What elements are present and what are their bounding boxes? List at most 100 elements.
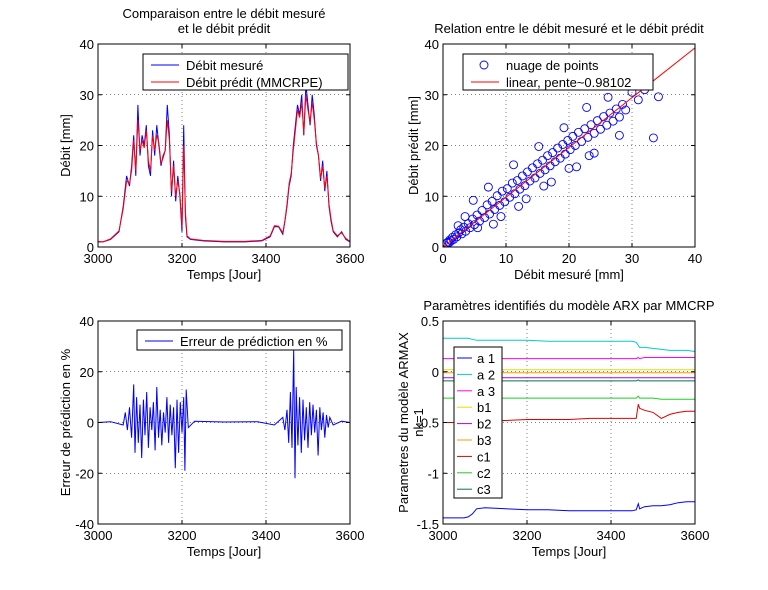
legend-label: c1 — [477, 449, 491, 464]
x-axis-label: Temps [Jour] — [187, 267, 261, 282]
x-tick-label: 3000 — [84, 251, 113, 266]
scatter-point — [502, 184, 512, 194]
x-tick-label: 10 — [499, 251, 513, 266]
x-tick-label: 3600 — [336, 251, 365, 266]
scatter-point — [543, 151, 553, 161]
scatter-point — [507, 178, 517, 188]
scatter-point — [614, 112, 624, 122]
y-tick-label: 0.5 — [421, 314, 439, 329]
scatter-point — [460, 212, 470, 222]
y-tick-label: 0 — [432, 365, 439, 380]
scatter-point — [521, 194, 531, 204]
x-tick-label: 30 — [625, 251, 639, 266]
y-tick-label: -20 — [75, 466, 94, 481]
y-tick-label: -0.5 — [417, 416, 439, 431]
y-tick-label: -40 — [75, 517, 94, 532]
y-tick-label: 30 — [80, 88, 94, 103]
scatter-point — [605, 108, 615, 118]
scatter-point — [548, 148, 558, 158]
series-nuage-de-points — [443, 85, 663, 247]
y-tick-label: -1.5 — [417, 517, 439, 532]
scatter-point — [608, 116, 618, 126]
x-tick-label: 3200 — [168, 251, 197, 266]
y-tick-label: 20 — [80, 365, 94, 380]
legend: Débit mesuré Débit prédit (MMCRPE) — [142, 53, 349, 91]
x-axis-label: Débit mesuré [mm] — [514, 267, 624, 282]
y-tick-label: 30 — [425, 88, 439, 103]
legend-label: Débit prédit (MMCRPE) — [186, 75, 323, 90]
series-line-erreur-de-pr-diction-en- — [98, 348, 350, 479]
x-tick-label: 3600 — [681, 528, 710, 543]
x-tick-label: 3400 — [252, 251, 281, 266]
scatter-point — [572, 162, 582, 172]
x-axis-label: Temps [Jour] — [532, 544, 606, 559]
scatter-point — [564, 163, 574, 173]
y-tick-label: 0 — [87, 416, 94, 431]
scatter-point — [568, 131, 578, 141]
scatter-point — [448, 232, 457, 242]
scatter-point — [522, 167, 532, 177]
legend: Erreur de prédiction en % — [136, 329, 343, 351]
x-axis-label: Temps [Jour] — [187, 544, 261, 559]
y-tick-label: 20 — [425, 139, 439, 154]
panel-error: 3000 3200 3400 3600 -40 -20 0 20 40 Temps [Jour] E… — [58, 314, 364, 559]
legend-label: Débit mesuré — [186, 58, 263, 73]
scatter-point — [586, 120, 596, 130]
scatter-point — [618, 99, 627, 109]
chart-title: Comparaison entre le débit mesuré — [122, 6, 325, 21]
scatter-point — [488, 219, 498, 229]
scatter-point — [580, 124, 590, 134]
chart-title: et le débit prédit — [178, 21, 271, 36]
x-tick-label: 3000 — [84, 528, 113, 543]
y-tick-label: -1 — [427, 466, 439, 481]
legend-label: c2 — [477, 466, 491, 481]
scatter-point — [453, 221, 463, 231]
chart-title: Relation entre le débit mesuré et le déb… — [434, 21, 704, 36]
scatter-point — [633, 95, 643, 105]
scatter-point — [602, 120, 612, 130]
scatter-point — [468, 195, 478, 205]
y-axis-label: nk=1 — [411, 408, 426, 437]
scatter-point — [559, 123, 569, 133]
series-line-a-2 — [443, 337, 695, 352]
legend-label: b1 — [477, 400, 491, 415]
y-tick-label: 40 — [80, 314, 94, 329]
plot-area — [98, 84, 350, 243]
legend-label: b2 — [477, 417, 491, 432]
panel-parameters: 3000 3200 3400 3600 -1.5 -1 -0.5 0 0.5Paramètres… — [396, 298, 715, 559]
y-tick-label: 10 — [80, 189, 94, 204]
panel-comparison: 3000 3200 3400 3600 0 10 20 30 40 Comparaison ent… — [58, 6, 364, 282]
legend-box — [136, 329, 343, 351]
legend-label: linear, pente~0.98102 — [506, 75, 631, 90]
scatter-point — [451, 230, 461, 240]
legend-marker — [479, 60, 489, 70]
scatter-point — [603, 92, 613, 102]
series-line-d-bit-pr-dit-mmcrpe- — [98, 94, 350, 243]
x-tick-label: 3200 — [168, 528, 197, 543]
legend-label: a 3 — [477, 384, 495, 399]
y-tick-label: 0 — [432, 240, 439, 255]
legend-label: a 2 — [477, 367, 495, 382]
y-axis-label: Débit [mm] — [58, 114, 73, 177]
scatter-point — [534, 142, 544, 151]
legend-label: b3 — [477, 433, 491, 448]
x-tick-label: 3400 — [597, 528, 626, 543]
scatter-point — [509, 160, 519, 170]
chart-title: Paramètres identifiés du modèle ARX par … — [423, 298, 714, 313]
legend-box — [462, 53, 654, 91]
scatter-point — [589, 128, 599, 138]
scatter-point — [512, 176, 522, 185]
scatter-point — [648, 133, 658, 143]
scatter-point — [614, 130, 624, 140]
scatter-point — [517, 171, 527, 181]
legend-label: Erreur de prédiction en % — [180, 334, 328, 349]
series-line-a-1 — [443, 501, 695, 519]
scatter-point — [654, 92, 663, 102]
x-tick-label: 40 — [688, 251, 702, 266]
scatter-point — [611, 104, 621, 114]
scatter-point — [584, 151, 594, 161]
legend-box — [142, 53, 349, 91]
scatter-point — [492, 191, 502, 201]
